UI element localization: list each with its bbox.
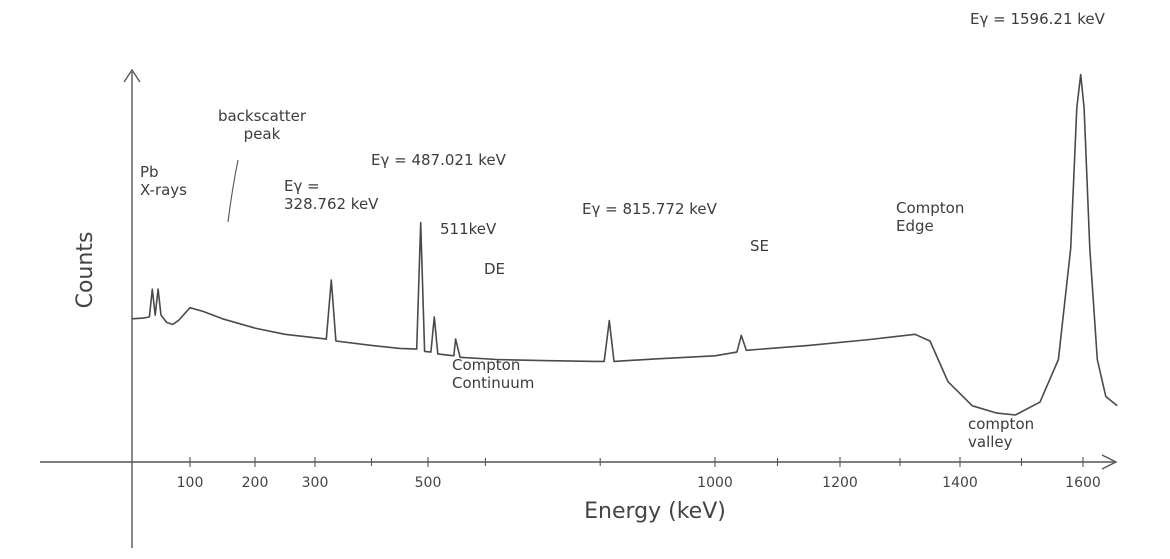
annotation-line: 328.762 keV [284, 195, 379, 213]
x-ticks: 100 200 300 500 1000 1200 1400 1600 [177, 457, 1101, 491]
annotation-line: Compton [896, 199, 964, 217]
annotation-label: Compton Continuum [452, 356, 534, 392]
annotation-label: Eγ = 487.021 keV [371, 151, 507, 169]
x-axis-arrowhead [1101, 454, 1118, 470]
spectrum-line [131, 73, 1118, 416]
annotation-line: valley [968, 433, 1013, 451]
annotation-line: Eγ = 487.021 keV [371, 151, 507, 169]
backscatter-pointer [227, 159, 239, 223]
annotation-line: Eγ = 815.772 keV [582, 200, 718, 218]
annotation-line: DE [484, 260, 505, 278]
annotation-line: Eγ = [284, 177, 320, 195]
annotation-label: DE [484, 260, 505, 278]
x-tick-label: 1200 [822, 475, 858, 491]
annotation-label: 511keV [440, 220, 497, 238]
annotation-label: backscatter peak [218, 107, 307, 143]
annotation-line: SE [750, 237, 769, 255]
y-axis-label: Counts [73, 232, 98, 309]
y-axis-arrowhead [123, 68, 141, 83]
annotation-line: Pb [140, 163, 159, 181]
x-tick-label: 100 [177, 475, 204, 491]
x-tick-label: 200 [242, 475, 269, 491]
spectrum [131, 73, 1118, 416]
x-axis-label: Energy (keV) [584, 499, 726, 524]
annotation-label: Eγ = 1596.21 keV [970, 10, 1106, 28]
x-tick-label: 1400 [942, 475, 978, 491]
x-tick-label: 1000 [697, 475, 733, 491]
annotation-line: 511keV [440, 220, 497, 238]
annotation-line: backscatter [218, 107, 307, 125]
annotation-label: Pb X-rays [140, 163, 187, 199]
annotation-line: peak [244, 125, 281, 143]
annotation-label: Compton Edge [896, 199, 964, 235]
annotation-label: Eγ = 328.762 keV [284, 177, 379, 213]
annotation-line: X-rays [140, 181, 187, 199]
x-tick-label: 300 [302, 475, 329, 491]
annotation-line: compton [968, 415, 1034, 433]
annotation-label: Eγ = 815.772 keV [582, 200, 718, 218]
axes [40, 68, 1118, 548]
annotation-line: Continuum [452, 374, 534, 392]
annotation-label: compton valley [968, 415, 1034, 451]
x-tick-label: 1600 [1065, 475, 1101, 491]
annotation-line: Eγ = 1596.21 keV [970, 10, 1106, 28]
annotation-line: Compton [452, 356, 520, 374]
x-tick-label: 500 [415, 475, 442, 491]
annotation-line: Edge [896, 217, 934, 235]
annotation-label: SE [750, 237, 769, 255]
